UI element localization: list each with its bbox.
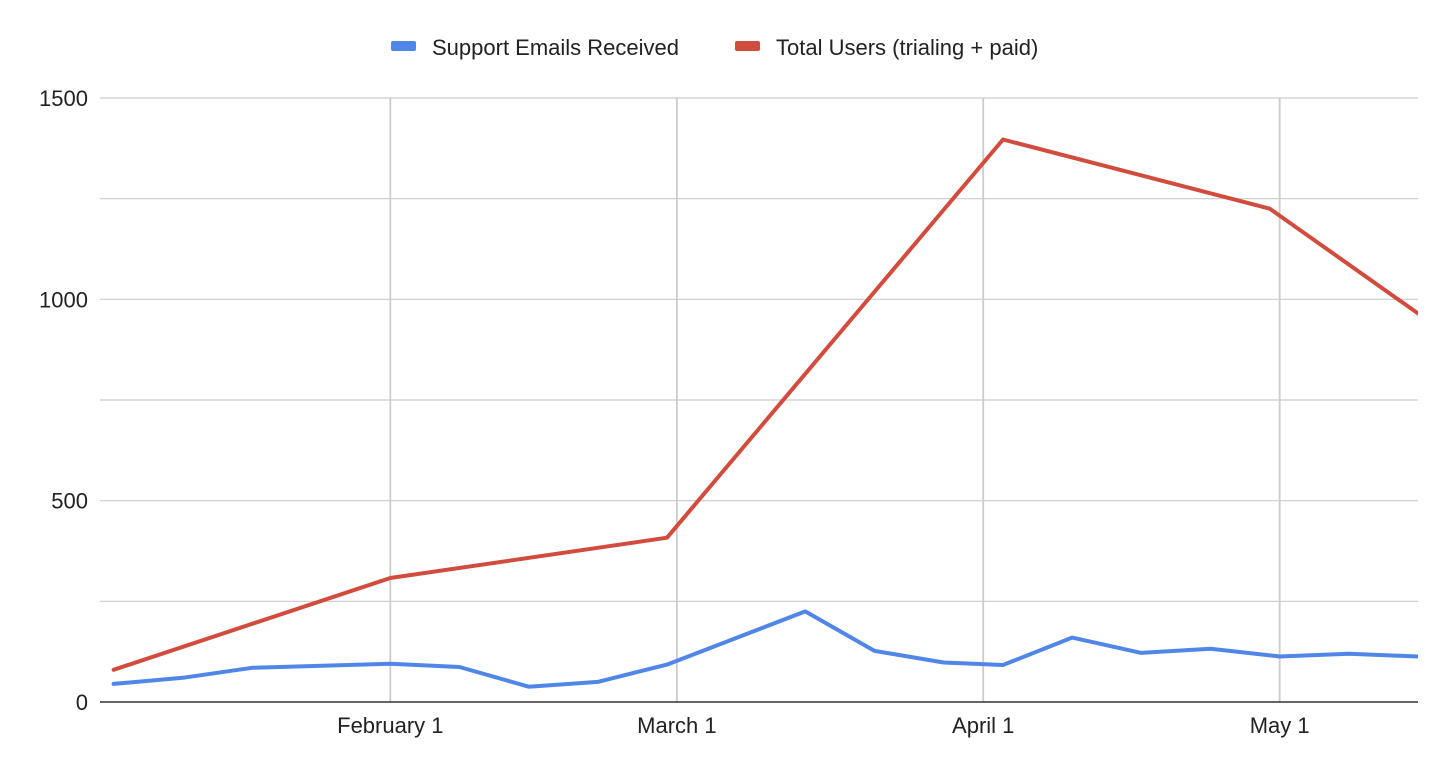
x-tick-label: February 1 [337,713,443,738]
y-tick-label: 1000 [39,287,88,312]
grid-lines [100,97,1418,702]
x-tick-label: April 1 [952,713,1014,738]
legend-swatch-support-emails [391,41,416,51]
y-tick-label: 1500 [39,86,88,111]
x-tick-label: May 1 [1250,713,1310,738]
series-line-support-emails [111,609,1418,689]
y-axis-ticks: 0 500 1000 1500 [39,86,88,715]
legend: Support Emails Received Total Users (tria… [391,35,1038,60]
x-tick-label: March 1 [637,713,716,738]
legend-swatch-total-users [735,41,760,51]
series-lines [111,137,1418,689]
legend-label-support-emails: Support Emails Received [432,35,679,60]
y-tick-label: 0 [76,690,88,715]
series-line-total-users [111,137,1418,672]
legend-label-total-users: Total Users (trialing + paid) [776,35,1038,60]
y-tick-label: 500 [51,489,88,514]
x-axis-ticks: February 1 March 1 April 1 May 1 [337,713,1309,738]
